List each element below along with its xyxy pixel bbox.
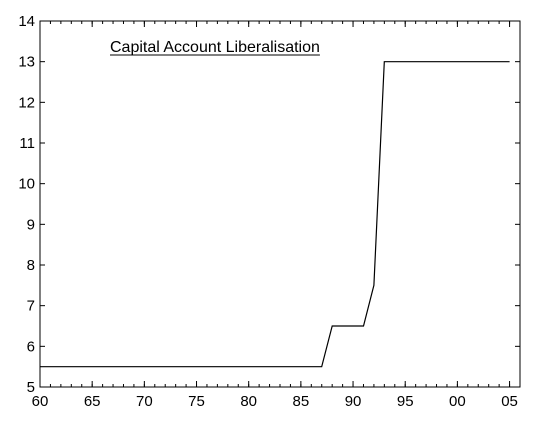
y-tick-label: 14: [18, 13, 35, 30]
y-tick-label: 7: [27, 298, 35, 315]
x-tick-label: 70: [136, 393, 153, 410]
y-tick-label: 12: [18, 94, 35, 111]
x-tick-label: 00: [449, 393, 466, 410]
x-tick-label: 75: [188, 393, 205, 410]
x-tick-label: 05: [501, 393, 518, 410]
y-tick-label: 13: [18, 54, 35, 71]
y-tick-label: 5: [27, 379, 35, 396]
y-tick-label: 11: [19, 135, 35, 152]
x-tick-label: 90: [345, 393, 362, 410]
plot-frame: [39, 20, 521, 388]
y-tick-label: 6: [27, 338, 35, 355]
x-tick-label: 85: [293, 393, 310, 410]
x-tick-label: 65: [84, 393, 101, 410]
y-tick-label: 8: [27, 257, 35, 274]
x-tick-label: 80: [240, 393, 257, 410]
x-tick-label: 60: [32, 393, 49, 410]
plot-area: 60 65 70 75 80 85 90 95 00 05 5 6 7 8 9 10 11 12 13 14: [18, 13, 521, 410]
y-tick-label: 10: [18, 176, 35, 193]
x-tick-label: 95: [397, 393, 414, 410]
chart-title: Capital Account Liberalisation: [110, 39, 320, 56]
y-tick-label: 9: [27, 216, 35, 233]
series-line-0: [40, 61, 510, 368]
